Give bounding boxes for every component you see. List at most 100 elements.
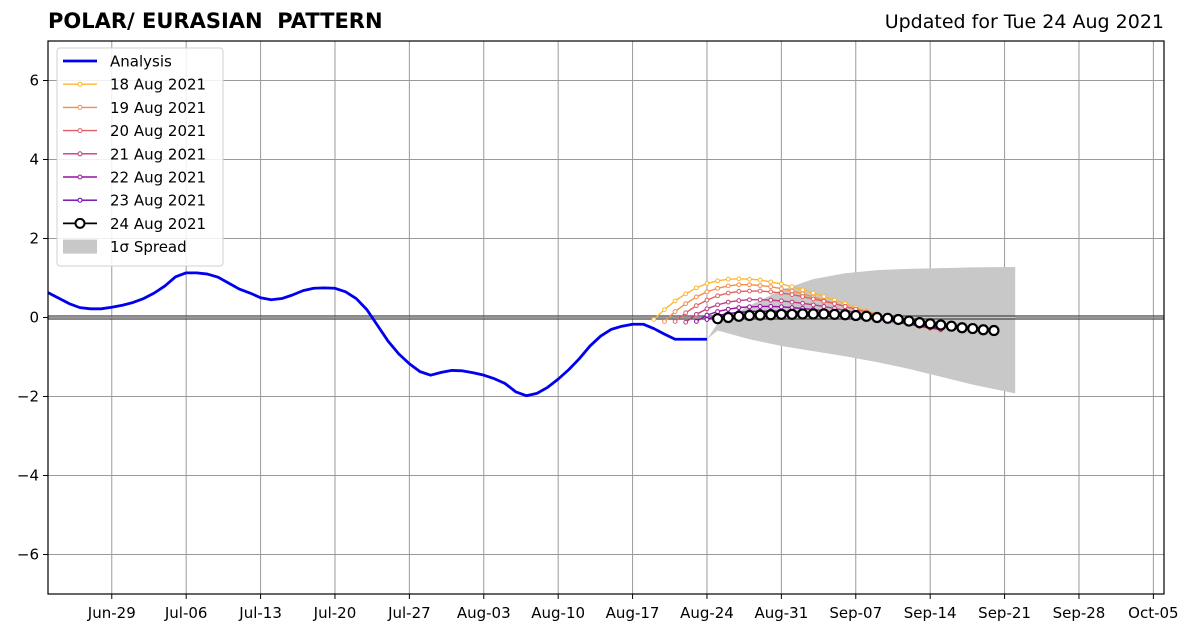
forecast-point [768,304,774,309]
forecast-point [715,293,720,299]
forecast-point [935,319,947,331]
forecast-point [778,304,784,310]
chart-title: POLAR/ EURASIAN PATTERN [48,9,383,33]
y-tick-label: −6 [17,546,39,564]
legend-label: 24 Aug 2021 [110,215,206,233]
forecast-point [778,290,784,296]
forecast-point [757,288,763,294]
x-tick-label: Jul-20 [313,604,357,622]
forecast-point [778,286,784,292]
forecast-point [800,294,806,299]
forecast-point [754,309,766,321]
y-tick-label: 2 [29,230,39,248]
forecast-point [818,308,830,320]
forecast-point [945,320,958,332]
forecast-point [988,324,1000,337]
forecast-point [693,319,699,324]
legend-marker [77,197,83,203]
forecast-point [722,311,734,324]
legend: Analysis 18 Aug 2021 19 Aug 2021 20 Aug 202… [56,47,224,267]
forecast-point [924,318,936,330]
forecast-point [821,298,827,304]
forecast-point [693,303,699,309]
forecast-point [725,276,731,282]
forecast-point [725,299,731,305]
forecast-point [725,283,731,289]
forecast-point [768,279,774,285]
forecast-point [789,284,795,290]
forecast-point [733,310,745,322]
forecast-point [797,308,809,320]
forecast-point [672,309,678,314]
legend-label: 19 Aug 2021 [110,99,206,117]
y-tick-label: −4 [17,467,39,485]
forecast-point [736,289,742,294]
forecast-point [757,283,763,288]
x-tick-label: Sep-07 [829,604,882,622]
forecast-point [850,309,862,322]
forecast-point [693,311,699,317]
legend-label: Analysis [110,53,172,71]
forecast-point [903,315,915,327]
forecast-point [977,324,989,336]
forecast-point [662,319,667,324]
forecast-point [810,290,816,296]
forecast-point [715,302,720,308]
forecast-point [789,299,795,305]
forecast-point [747,304,752,310]
x-tick-label: Aug-17 [606,604,660,622]
forecast-point [704,297,710,303]
forecast-point [757,297,763,303]
forecast-point [871,311,883,324]
forecast-point [736,282,742,288]
forecast-point [892,313,904,326]
forecast-point [651,317,657,322]
x-tick-label: Aug-03 [457,604,511,622]
forecast-point [683,291,689,297]
forecast-point [778,298,784,304]
x-tick-label: Jul-27 [387,604,431,622]
x-tick-label: Aug-10 [531,604,585,622]
forecast-point [775,308,787,320]
forecast-point [736,276,742,282]
forecast-point [683,310,689,316]
forecast-point [765,309,777,321]
legend-marker [77,81,83,87]
spread-band [706,266,1016,394]
y-tick-label: 0 [29,309,39,327]
forecast-point [704,289,710,295]
forecast-point [747,297,752,303]
x-tick-label: Jul-13 [238,604,282,622]
forecast-point [683,319,689,325]
forecast-point [711,313,724,325]
forecast-point [913,317,926,329]
forecast-point [747,282,752,288]
analysis-line [47,271,707,398]
y-tick-label: 6 [29,72,39,90]
x-tick-label: Sep-14 [904,604,957,622]
forecast-point [800,287,806,293]
forecast-point [672,298,678,304]
forecast-point [704,306,710,312]
legend-marker [77,174,83,180]
forecast-point [704,281,710,286]
legend-swatch [63,239,97,254]
forecast-point [704,317,710,322]
updated-date: Updated for Tue 24 Aug 2021 [884,11,1164,33]
x-tick-label: Sep-28 [1053,604,1106,622]
forecast-point [757,277,763,283]
forecast-point [810,296,816,302]
forecast-point [821,304,827,309]
forecast-point [725,290,731,296]
forecast-point [807,308,819,320]
plot-frame [47,40,1165,595]
forecast-point [786,308,798,320]
legend-marker [74,217,86,229]
legend-box [56,47,224,267]
legend-label: 18 Aug 2021 [110,76,206,94]
legend-marker [77,128,83,134]
forecast-point [967,322,979,335]
forecast-point [743,309,756,322]
legend-label: 1σ Spread [110,238,187,256]
